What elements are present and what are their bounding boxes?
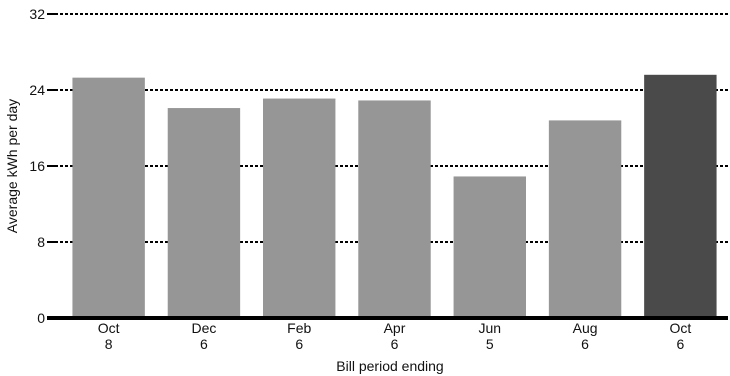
y-tick-label-8: 8 — [37, 234, 45, 250]
x-tick-day-3: 6 — [391, 336, 399, 352]
bars — [72, 74, 717, 319]
y-tick-label-0: 0 — [37, 310, 45, 326]
x-tick-month-6: Oct — [669, 320, 691, 336]
x-tick-month-3: Apr — [384, 320, 406, 336]
x-axis-title: Bill period ending — [336, 358, 443, 374]
x-tick-day-1: 6 — [200, 336, 208, 352]
x-tick-day-5: 6 — [581, 336, 589, 352]
bar-1 — [167, 108, 241, 318]
bar-3 — [358, 100, 431, 318]
bar-4 — [453, 176, 526, 318]
x-tick-month-1: Dec — [191, 320, 216, 336]
y-axis-ticks: 0 8 16 24 32 — [29, 6, 55, 326]
y-axis-title: Average kWh per day — [4, 99, 20, 233]
bar-0 — [72, 77, 145, 319]
y-tick-label-32: 32 — [29, 6, 45, 22]
y-tick-label-16: 16 — [29, 158, 45, 174]
x-tick-day-2: 6 — [295, 336, 303, 352]
x-tick-month-2: Feb — [287, 320, 311, 336]
x-tick-month-0: Oct — [98, 320, 120, 336]
bar-2 — [263, 98, 336, 318]
bar-5 — [548, 120, 622, 319]
x-tick-month-5: Aug — [573, 320, 598, 336]
x-tick-day-6: 6 — [676, 336, 684, 352]
x-tick-day-4: 5 — [486, 336, 494, 352]
x-tick-month-4: Jun — [478, 320, 501, 336]
y-tick-label-24: 24 — [29, 82, 45, 98]
x-tick-day-0: 8 — [105, 336, 113, 352]
bar-6 — [644, 74, 717, 318]
